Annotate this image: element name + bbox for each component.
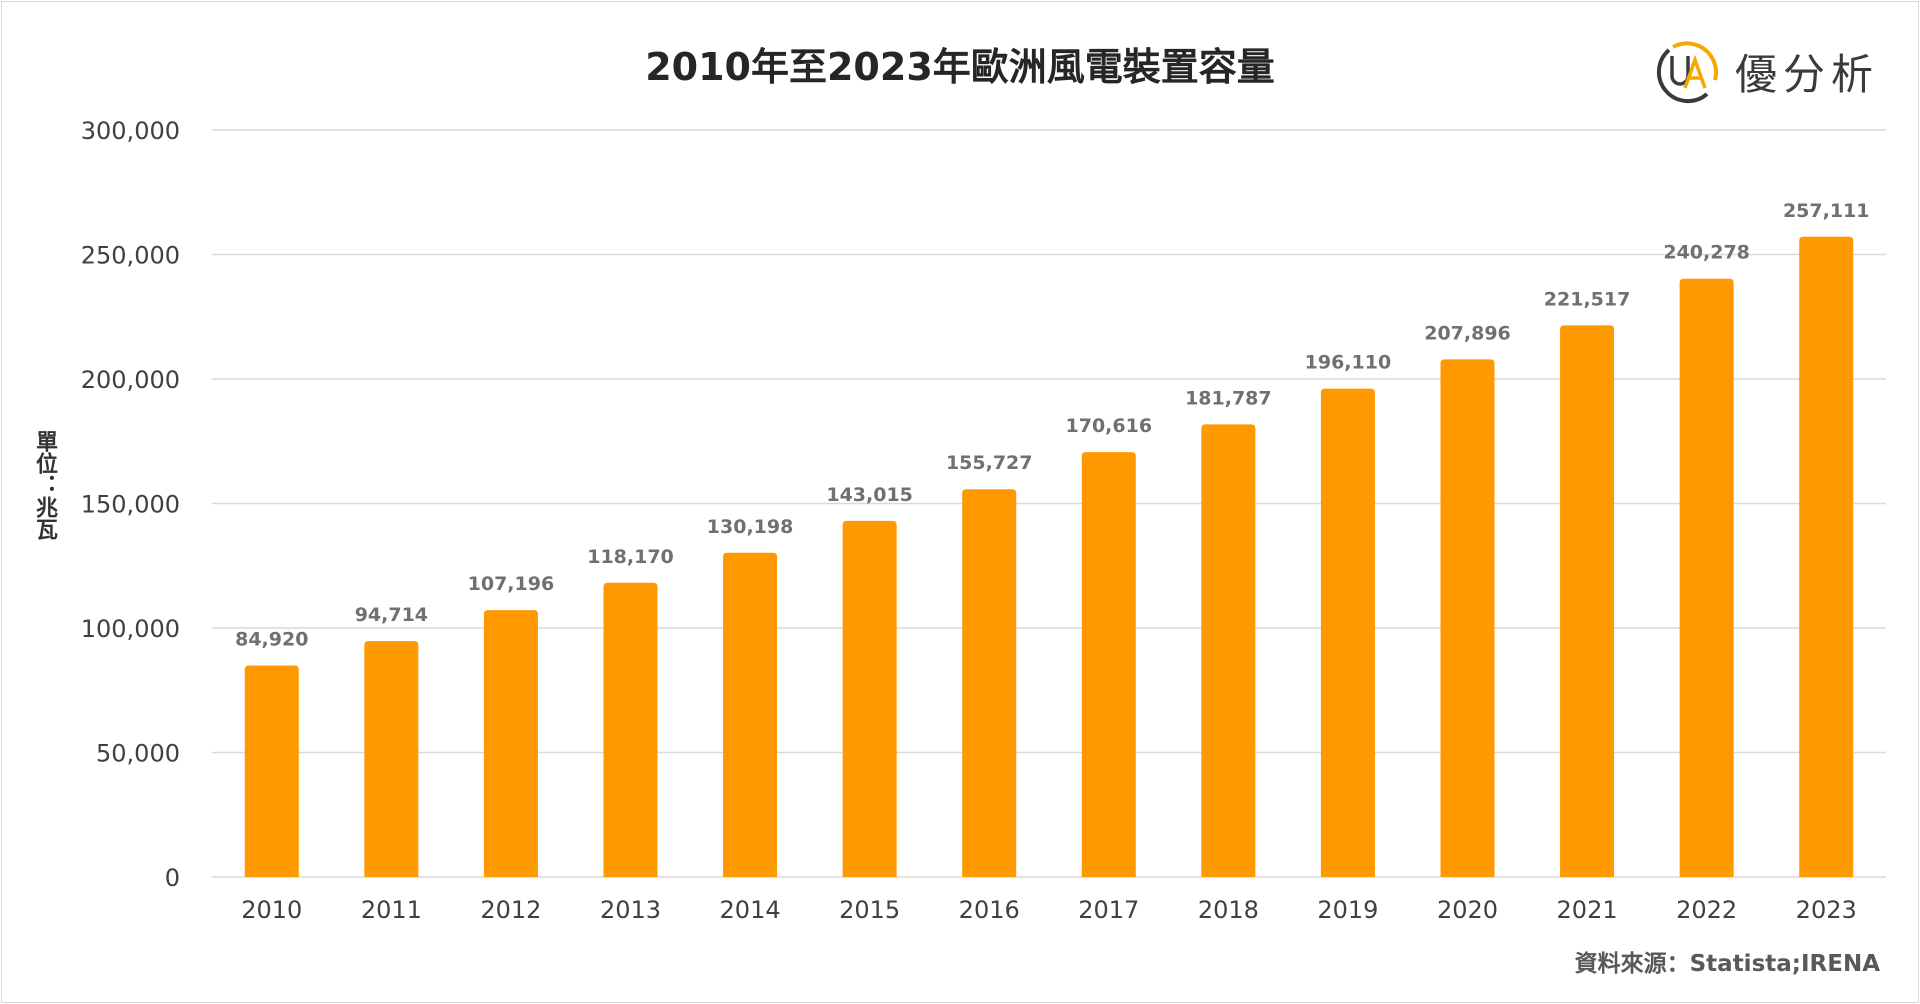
y-tick-label: 200,000: [81, 366, 180, 394]
x-tick-label: 2022: [1676, 896, 1737, 924]
y-tick-label: 150,000: [81, 491, 180, 519]
bar: [962, 489, 1017, 877]
data-label: 130,198: [707, 516, 794, 538]
bar: [364, 641, 419, 877]
source-note: 資料來源：Statista;IRENA: [1574, 951, 1880, 977]
x-tick-label: 2013: [600, 896, 661, 924]
bar: [1201, 424, 1256, 877]
bar: [1679, 278, 1734, 878]
y-axis-label: 單位：兆瓦: [32, 430, 57, 540]
data-label: 170,616: [1066, 415, 1153, 437]
bar: [603, 582, 658, 877]
bar: [1560, 325, 1615, 877]
bar: [1081, 452, 1136, 877]
bar: [723, 552, 778, 877]
x-tick-label: 2019: [1317, 896, 1378, 924]
data-label: 143,015: [826, 484, 913, 506]
bar: [483, 610, 538, 877]
data-label: 84,920: [235, 629, 308, 651]
y-tick-label: 300,000: [81, 117, 180, 145]
bar: [842, 520, 897, 877]
x-tick-label: 2015: [839, 896, 900, 924]
ua-logo-icon: [1656, 41, 1719, 104]
x-tick-label: 2014: [720, 896, 781, 924]
logo: 優分析: [1655, 38, 1879, 104]
x-tick-label: 2020: [1437, 896, 1498, 924]
bar: [1440, 359, 1495, 877]
x-tick-label: 2010: [241, 896, 302, 924]
x-tick-label: 2021: [1557, 896, 1618, 924]
bar: [244, 665, 299, 877]
data-label: 257,111: [1783, 200, 1870, 222]
data-label: 118,170: [587, 546, 674, 568]
data-label: 196,110: [1305, 352, 1392, 374]
bar: [1320, 388, 1375, 877]
x-tick-label: 2018: [1198, 896, 1259, 924]
data-label: 155,727: [946, 452, 1033, 474]
x-tick-label: 2012: [480, 896, 541, 924]
data-label: 221,517: [1544, 288, 1631, 310]
data-label: 240,278: [1663, 242, 1750, 264]
chart-title: 2010年至2023年歐洲風電裝置容量: [645, 45, 1275, 89]
y-tick-label: 250,000: [81, 242, 180, 270]
y-tick-label: 0: [165, 864, 180, 892]
x-tick-label: 2017: [1078, 896, 1139, 924]
data-label: 107,196: [468, 573, 555, 595]
x-tick-label: 2016: [959, 896, 1020, 924]
data-label: 207,896: [1424, 322, 1511, 344]
data-label: 181,787: [1185, 387, 1272, 409]
x-tick-label: 2011: [361, 896, 422, 924]
x-tick-label: 2023: [1796, 896, 1857, 924]
logo-text: 優分析: [1735, 49, 1880, 99]
y-tick-label: 100,000: [81, 615, 180, 643]
y-tick-label: 50,000: [96, 740, 180, 768]
bar: [1799, 236, 1854, 878]
data-label: 94,714: [355, 604, 428, 626]
